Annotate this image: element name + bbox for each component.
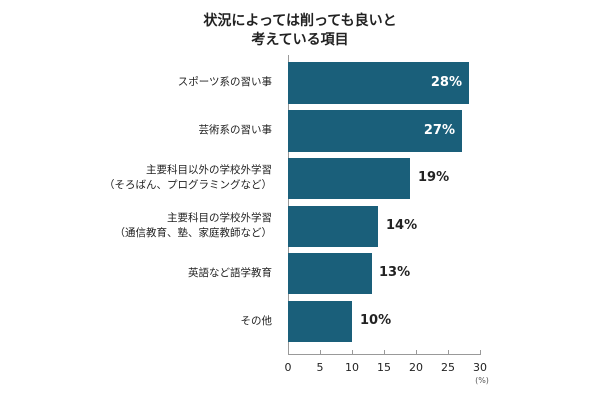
x-tick <box>480 350 481 354</box>
x-axis-line <box>288 354 481 355</box>
x-tick-label: 0 <box>284 361 292 374</box>
category-label: その他 <box>241 314 273 329</box>
x-tick-label: 15 <box>377 361 391 374</box>
category-label: 芸術系の習い事 <box>199 123 273 138</box>
value-label: 14% <box>386 218 418 233</box>
value-label: 27% <box>423 123 455 138</box>
x-axis-unit: (%) <box>475 376 489 385</box>
x-tick-label: 25 <box>441 361 455 374</box>
bar-sports <box>288 62 469 104</box>
bar-non-core-subjects <box>288 158 410 199</box>
category-label: スポーツ系の習い事 <box>178 75 272 90</box>
category-label-line: その他 <box>240 315 273 327</box>
value-label: 28% <box>430 75 462 90</box>
value-label: 10% <box>360 313 392 328</box>
category-label-line: 主要科目以外の学校外学習 <box>146 164 272 176</box>
chart-title: 状況によっては削っても良いと 考えている項目 <box>0 12 600 50</box>
x-tick <box>384 350 385 354</box>
bar-other <box>288 301 352 342</box>
category-label-line: 主要科目の学校外学習 <box>167 212 272 224</box>
x-tick-label: 30 <box>473 361 487 374</box>
x-tick <box>448 350 449 354</box>
category-label: 英語など語学教育 <box>188 266 272 281</box>
x-tick <box>416 350 417 354</box>
x-tick-label: 20 <box>409 361 423 374</box>
x-tick <box>352 350 353 354</box>
category-label: 主要科目の学校外学習 （通信教育、塾、家庭教師など） <box>115 211 273 241</box>
x-tick <box>288 350 289 354</box>
chart-title-line-1: 状況によっては削っても良いと <box>203 13 397 29</box>
x-tick-label: 10 <box>345 361 359 374</box>
category-label-line: 芸術系の習い事 <box>198 124 273 136</box>
category-label: 主要科目以外の学校外学習 （そろばん、プログラミングなど） <box>104 163 272 193</box>
bar-arts <box>288 110 462 152</box>
category-label-line: （通信教育、塾、家庭教師など） <box>114 227 273 239</box>
x-tick-label: 5 <box>316 361 324 374</box>
x-tick <box>320 350 321 354</box>
bar-core-subjects <box>288 206 378 247</box>
category-label-line: 英語など語学教育 <box>188 267 272 279</box>
category-label-line: （そろばん、プログラミングなど） <box>104 179 272 191</box>
y-axis-line <box>288 55 289 355</box>
bar-language <box>288 253 372 294</box>
category-label-line: スポーツ系の習い事 <box>177 76 272 88</box>
chart-title-line-2: 考えている項目 <box>251 32 349 48</box>
value-label: 13% <box>379 265 411 280</box>
value-label: 19% <box>418 170 450 185</box>
